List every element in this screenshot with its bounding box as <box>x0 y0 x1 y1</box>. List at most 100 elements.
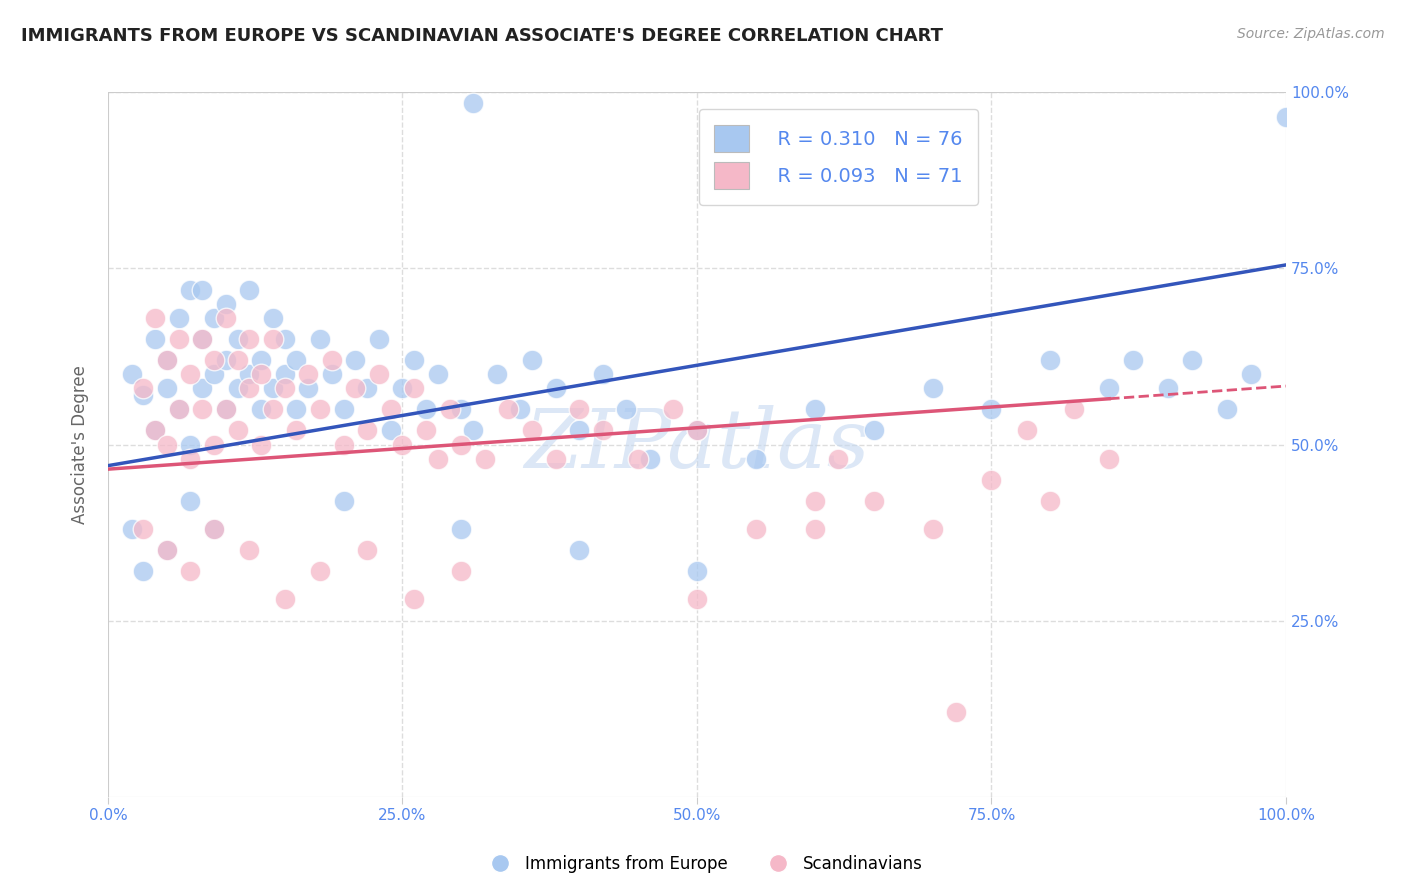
Point <box>921 522 943 536</box>
Point <box>202 367 225 381</box>
Point <box>1216 402 1239 417</box>
Point <box>250 367 273 381</box>
Point <box>132 522 155 536</box>
Point <box>215 402 238 417</box>
Point <box>568 543 591 558</box>
Point <box>273 367 295 381</box>
Point <box>568 402 591 417</box>
Point <box>404 592 426 607</box>
Point <box>167 402 190 417</box>
Point <box>202 353 225 368</box>
Point <box>167 402 190 417</box>
Point <box>179 367 201 381</box>
Point <box>321 367 343 381</box>
Point <box>544 381 567 395</box>
Point <box>686 424 709 438</box>
Point <box>568 424 591 438</box>
Point <box>179 437 201 451</box>
Point <box>215 353 238 368</box>
Point <box>179 451 201 466</box>
Point <box>415 424 437 438</box>
Point <box>143 424 166 438</box>
Point <box>862 494 884 508</box>
Point <box>368 332 391 346</box>
Point <box>332 402 354 417</box>
Point <box>1063 402 1085 417</box>
Point <box>391 437 413 451</box>
Point <box>544 451 567 466</box>
Point <box>167 332 190 346</box>
Point <box>803 522 825 536</box>
Point <box>980 402 1002 417</box>
Point <box>380 402 402 417</box>
Point <box>332 437 354 451</box>
Legend:   R = 0.310   N = 76,   R = 0.093   N = 71: R = 0.310 N = 76, R = 0.093 N = 71 <box>699 109 979 205</box>
Text: IMMIGRANTS FROM EUROPE VS SCANDINAVIAN ASSOCIATE'S DEGREE CORRELATION CHART: IMMIGRANTS FROM EUROPE VS SCANDINAVIAN A… <box>21 27 943 45</box>
Point <box>143 310 166 325</box>
Point <box>686 564 709 578</box>
Point <box>179 494 201 508</box>
Point <box>309 332 332 346</box>
Point <box>191 381 214 395</box>
Point <box>827 451 849 466</box>
Point <box>520 424 543 438</box>
Text: Source: ZipAtlas.com: Source: ZipAtlas.com <box>1237 27 1385 41</box>
Point <box>191 332 214 346</box>
Point <box>238 367 260 381</box>
Point <box>614 402 637 417</box>
Point <box>156 543 179 558</box>
Point <box>344 381 367 395</box>
Point <box>485 367 508 381</box>
Point <box>356 424 378 438</box>
Point <box>344 353 367 368</box>
Point <box>167 310 190 325</box>
Point <box>1098 381 1121 395</box>
Point <box>321 353 343 368</box>
Point <box>143 424 166 438</box>
Point <box>202 310 225 325</box>
Point <box>686 592 709 607</box>
Point <box>156 353 179 368</box>
Point <box>439 402 461 417</box>
Point <box>285 353 308 368</box>
Point <box>1275 110 1298 124</box>
Point <box>285 402 308 417</box>
Point <box>1039 353 1062 368</box>
Point <box>450 522 472 536</box>
Point <box>202 437 225 451</box>
Point <box>332 494 354 508</box>
Point <box>262 310 284 325</box>
Point <box>179 564 201 578</box>
Point <box>1098 451 1121 466</box>
Point <box>638 451 661 466</box>
Point <box>309 402 332 417</box>
Point <box>426 367 449 381</box>
Point <box>450 564 472 578</box>
Point <box>415 402 437 417</box>
Point <box>627 451 650 466</box>
Point <box>191 283 214 297</box>
Point <box>1015 424 1038 438</box>
Point <box>143 332 166 346</box>
Point <box>238 381 260 395</box>
Point <box>921 381 943 395</box>
Y-axis label: Associate's Degree: Associate's Degree <box>72 365 89 524</box>
Point <box>745 522 768 536</box>
Point <box>520 353 543 368</box>
Point <box>226 381 249 395</box>
Point <box>215 310 238 325</box>
Point <box>803 494 825 508</box>
Point <box>391 381 413 395</box>
Point <box>474 451 496 466</box>
Point <box>226 424 249 438</box>
Point <box>592 424 614 438</box>
Point <box>215 402 238 417</box>
Point <box>273 381 295 395</box>
Point <box>862 424 884 438</box>
Point <box>1157 381 1180 395</box>
Point <box>509 402 531 417</box>
Point <box>132 388 155 402</box>
Point <box>368 367 391 381</box>
Point <box>215 296 238 310</box>
Point <box>156 437 179 451</box>
